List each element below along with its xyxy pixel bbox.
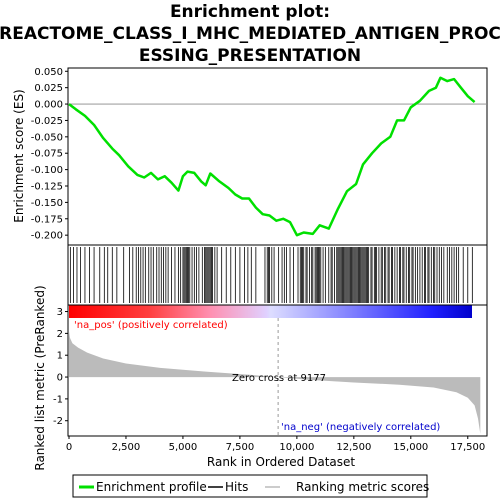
metric-y-axis-label: Ranked list metric (PreRanked) [33,285,47,470]
x-axis: 0 2,500 5,000 7,500 10,000 12,500 15,000 17,500 [66,436,485,453]
x-axis-label: Rank in Ordered Dataset [207,455,355,469]
es-panel-frame [67,67,488,246]
x-tick-label: 5,000 [169,442,198,453]
x-tick-label: 15,000 [393,442,428,453]
es-y-tick-label: 0.000 [34,100,63,111]
legend-label-ranking: Ranking metric scores [296,480,429,494]
enrichment-profile-line [68,76,476,237]
es-y-axis: 0.050 0.025 0.000 -0.025 -0.050 -0.075 -0.100 -… [31,67,68,242]
x-tick-label: 17,500 [450,442,485,453]
es-y-tick-label: 0.050 [34,67,63,78]
x-tick-label: 12,500 [336,442,371,453]
metric-y-axis: 3 2 1 0 -1 -2 [53,307,68,427]
es-y-tick-label: -0.025 [31,116,63,127]
metric-panel-frame [67,304,488,437]
zero-cross-label: Zero cross at 9177 [232,373,326,384]
positive-correlation-label: 'na_pos' (positively correlated) [74,320,228,331]
x-tick-label: 10,000 [279,442,314,453]
hits-panel-frame [67,244,488,306]
es-y-tick-label: 0.025 [34,83,63,94]
metric-y-tick-label: 0 [57,373,63,384]
ranking-metric-area [69,331,481,434]
metric-y-tick-label: -1 [53,394,63,405]
legend-label-hits: Hits [225,480,248,494]
plot-title-line-3: ESSING_PRESENTATION [139,46,361,66]
metric-y-tick-label: -2 [53,416,63,427]
es-y-tick-label: -0.125 [31,182,63,193]
metric-y-tick-label: 2 [57,329,63,340]
es-y-axis-label: Enrichment score (ES) [12,89,26,222]
rank-color-bar [69,305,472,318]
x-tick-label: 7,500 [226,442,255,453]
legend-label-enrichment: Enrichment profile [96,480,207,494]
negative-correlation-label: 'na_neg' (negatively correlated) [281,422,440,433]
x-tick-label: 2,500 [112,442,141,453]
x-tick-label: 0 [66,442,72,453]
es-y-tick-label: -0.050 [31,132,63,143]
es-y-tick-label: -0.175 [31,214,63,225]
plot-title-line-1: Enrichment plot: [170,2,330,22]
es-y-tick-label: -0.150 [31,198,63,209]
legend-box [72,474,428,498]
es-y-tick-label: -0.200 [31,231,63,242]
plot-title-line-2: REACTOME_CLASS_I_MHC_MEDIATED_ANTIGEN_PR… [0,24,500,44]
metric-y-tick-label: 1 [57,351,63,362]
metric-y-tick-label: 3 [57,307,63,318]
hits-marks [69,247,473,303]
es-y-tick-label: -0.100 [31,165,63,176]
es-y-tick-label: -0.075 [31,149,63,160]
legend: Enrichment profile Hits Ranking metric s… [79,480,429,494]
